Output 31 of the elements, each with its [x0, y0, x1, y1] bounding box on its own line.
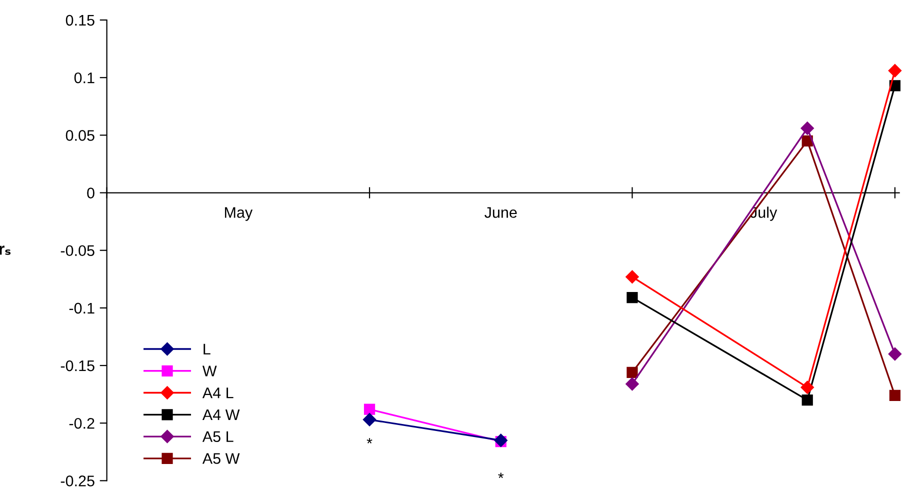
annotation: *: [498, 472, 504, 478]
point: [626, 292, 638, 304]
legend-label: A4 L: [202, 388, 234, 398]
x-tick-label: May: [224, 207, 253, 221]
point: [626, 377, 639, 391]
point: [800, 380, 814, 394]
legend-label: A5 W: [202, 453, 240, 464]
point: [889, 390, 900, 402]
y-tick-label: 0.15: [66, 14, 94, 26]
legend-label: L: [204, 344, 210, 354]
y-tick-label: 0.05: [66, 130, 94, 141]
y-tick-label: -0.2: [69, 418, 94, 429]
legend-label: A5 L: [202, 431, 234, 442]
y-tick-label: 0.1: [74, 72, 94, 84]
y-tick-label: -0.25: [60, 476, 94, 486]
point: [800, 122, 814, 135]
point: [626, 270, 639, 284]
point: [362, 413, 376, 426]
x-tick-label: June: [484, 207, 517, 218]
point: [888, 64, 902, 78]
annotation: *: [366, 438, 372, 444]
legend-label: A4 W: [202, 409, 240, 420]
legend-label: W: [202, 366, 217, 376]
point: [364, 404, 376, 415]
y-tick-label: -0.15: [60, 360, 94, 372]
y-tick-label: 0: [87, 188, 94, 198]
point: [802, 394, 813, 406]
y-tick-label: -0.1: [69, 302, 94, 314]
point: [626, 366, 638, 378]
point: [888, 347, 902, 361]
y-tick-label: -0.05: [60, 245, 94, 256]
